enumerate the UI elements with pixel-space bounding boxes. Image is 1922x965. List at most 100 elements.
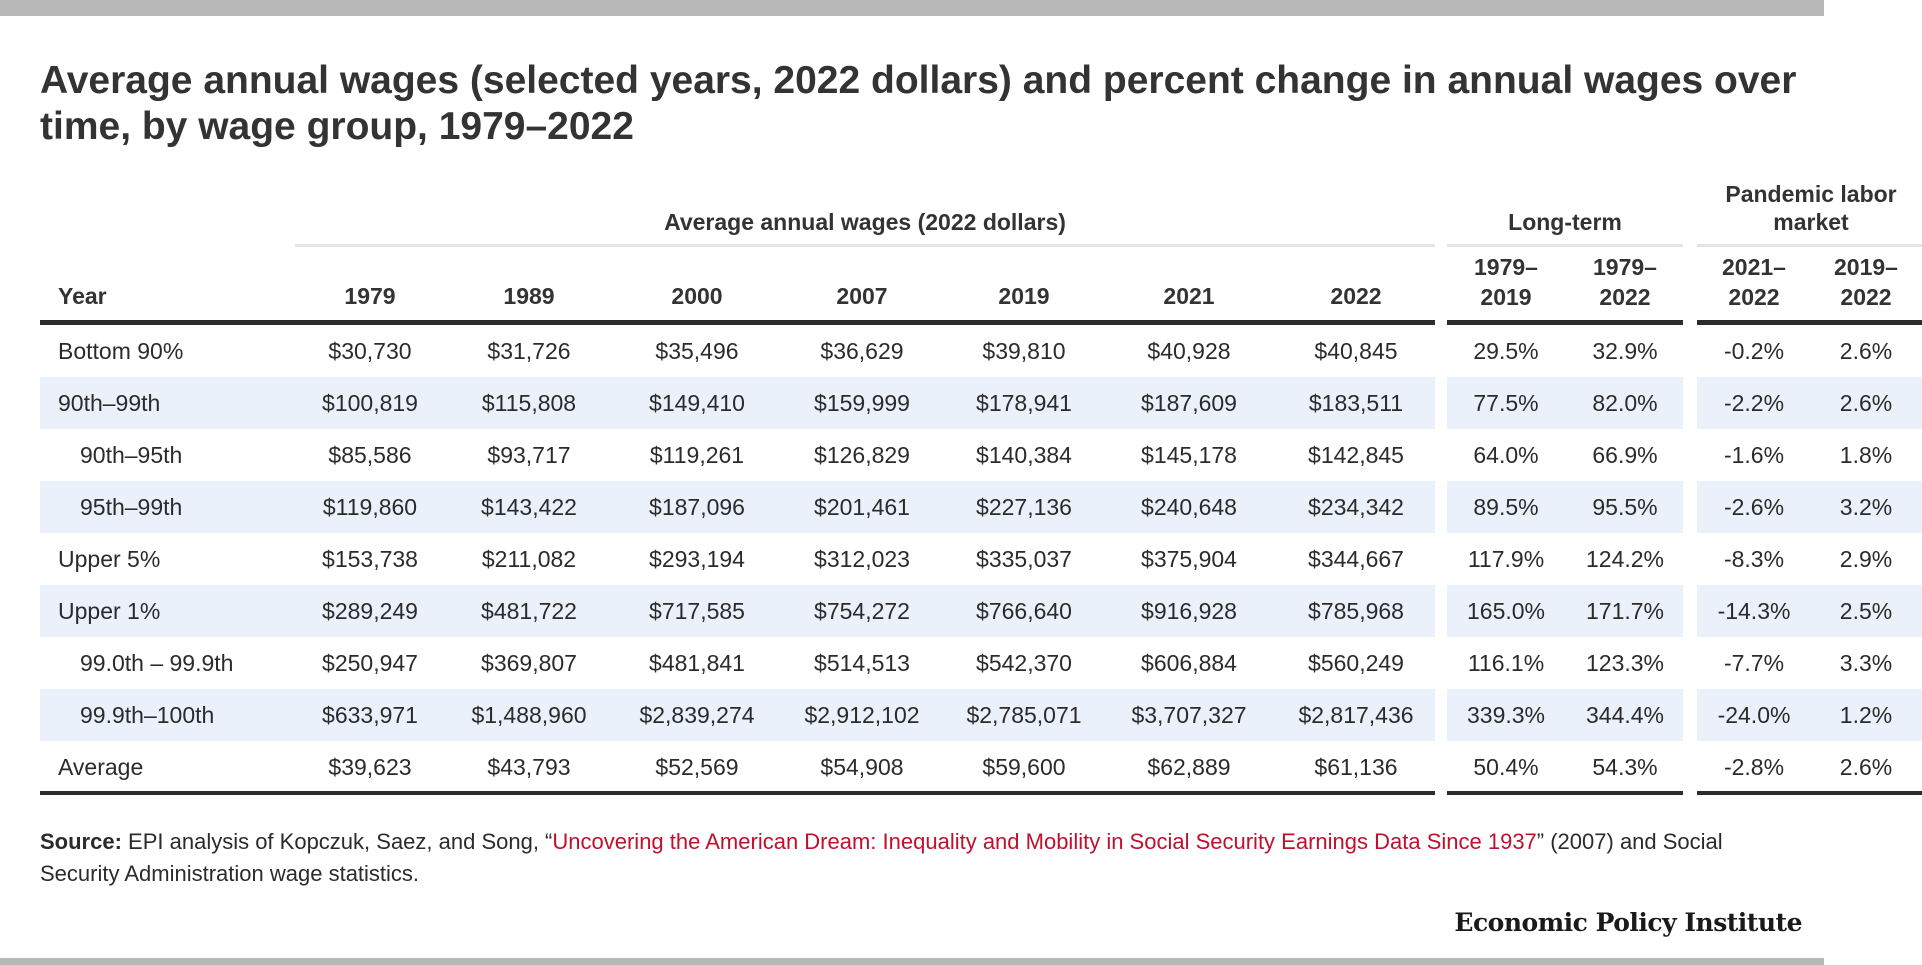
wage-cell: $2,785,071: [966, 702, 1082, 728]
wage-cell: $153,738: [322, 546, 418, 572]
pandemic-cell: -0.2%: [1723, 338, 1785, 364]
wage-cell: $85,586: [328, 442, 412, 468]
wage-cell: $39,810: [982, 338, 1066, 364]
row-label: Average: [58, 754, 144, 780]
top-border-bar: [0, 0, 1824, 16]
row-band: [1447, 481, 1683, 533]
pandemic-cell: -14.3%: [1717, 598, 1791, 624]
row-label: 95th–99th: [80, 494, 183, 520]
column-header-2007: 2007: [836, 283, 888, 309]
row-label: 90th–95th: [80, 442, 183, 468]
pandemic-cell: 3.3%: [1839, 650, 1893, 676]
table-row: 99.0th – 99.9th $250,947 $369,807 $481,841 $…: [40, 637, 1922, 689]
wage-cell: $481,841: [649, 650, 745, 676]
longterm-cell: 50.4%: [1473, 754, 1539, 780]
row-band: [40, 377, 1435, 429]
pandemic-cell: -2.8%: [1723, 754, 1785, 780]
column-header-year: Year: [58, 283, 107, 309]
wage-cell: $312,023: [814, 546, 910, 572]
wage-cell: $375,904: [1141, 546, 1237, 572]
row-label: Upper 1%: [58, 598, 161, 624]
wage-cell: $717,585: [649, 598, 745, 624]
wage-cell: $159,999: [814, 390, 910, 416]
row-label: Bottom 90%: [58, 338, 184, 364]
wage-cell: $187,096: [649, 494, 745, 520]
wage-cell: $30,730: [328, 338, 412, 364]
wage-cell: $178,941: [976, 390, 1072, 416]
source-link[interactable]: Uncovering the American Dream: Inequalit…: [552, 829, 1537, 854]
column-header-1979: 1979: [344, 283, 396, 309]
source-note: Source: EPI analysis of Kopczuk, Saez, a…: [40, 826, 1770, 890]
wage-cell: $35,496: [655, 338, 739, 364]
group-rule-pandemic: [1697, 244, 1922, 247]
wage-cell: $93,717: [487, 442, 571, 468]
longterm-cell: 64.0%: [1473, 442, 1539, 468]
wage-cell: $250,947: [322, 650, 418, 676]
wage-cell: $369,807: [481, 650, 577, 676]
wage-cell: $40,845: [1314, 338, 1398, 364]
row-band: [1447, 689, 1683, 741]
wage-cell: $119,261: [649, 442, 745, 468]
table-row: Bottom 90% $30,730 $31,726 $35,496 $36,629 $3…: [40, 325, 1922, 377]
row-band: [1447, 377, 1683, 429]
row-band: [1447, 585, 1683, 637]
pandemic-cell: 3.2%: [1839, 494, 1893, 520]
wage-cell: $183,511: [1308, 390, 1404, 416]
pandemic-cell: -7.7%: [1723, 650, 1785, 676]
wage-cell: $514,513: [814, 650, 910, 676]
source-text-pre: EPI analysis of Kopczuk, Saez, and Song,…: [121, 829, 553, 854]
row-band: [40, 585, 1435, 637]
longterm-cell: 77.5%: [1473, 390, 1539, 416]
wage-cell: $100,819: [322, 390, 418, 416]
row-band: [1697, 585, 1922, 637]
longterm-cell: 54.3%: [1592, 754, 1658, 780]
wage-cell: $201,461: [814, 494, 910, 520]
pandemic-cell: -2.6%: [1723, 494, 1785, 520]
wage-cell: $916,928: [1141, 598, 1237, 624]
wage-cell: $3,707,327: [1131, 702, 1247, 728]
wage-cell: $40,928: [1147, 338, 1231, 364]
wage-cell: $234,342: [1308, 494, 1404, 520]
wage-cell: $39,623: [328, 754, 412, 780]
wage-cell: $31,726: [487, 338, 571, 364]
wage-cell: $293,194: [649, 546, 745, 572]
column-header-2019: 2019: [998, 283, 1050, 309]
header-rule-longterm: [1447, 320, 1683, 325]
pandemic-cell: -2.2%: [1723, 390, 1785, 416]
wage-cell: $62,889: [1147, 754, 1231, 780]
longterm-cell: 82.0%: [1592, 390, 1658, 416]
wage-cell: $140,384: [976, 442, 1072, 468]
pandemic-cell: 1.2%: [1839, 702, 1893, 728]
footer-rule-wages: [40, 791, 1435, 795]
header-rule-wages: [40, 320, 1435, 325]
pandemic-cell: 1.8%: [1839, 442, 1893, 468]
wage-cell: $52,569: [655, 754, 739, 780]
row-band: [1697, 481, 1922, 533]
wage-cell: $211,082: [481, 546, 577, 572]
group-header-pandemic: Pandemic labor market: [1725, 181, 1897, 235]
column-header-1989: 1989: [503, 283, 555, 309]
wage-cell: $61,136: [1314, 754, 1398, 780]
wage-cell: $2,817,436: [1298, 702, 1414, 728]
wage-cell: $145,178: [1141, 442, 1237, 468]
wage-cell: $187,609: [1141, 390, 1237, 416]
pandemic-cell: -24.0%: [1717, 702, 1791, 728]
table-row: 90th–95th $85,586 $93,717 $119,261 $126,829 $…: [40, 429, 1922, 481]
longterm-cell: 344.4%: [1585, 702, 1664, 728]
wage-cell: $119,860: [322, 494, 418, 520]
pandemic-header-2019-2022: 2019– 2022: [1834, 254, 1898, 310]
wage-cell: $633,971: [322, 702, 418, 728]
wage-cell: $785,968: [1308, 598, 1404, 624]
group-rule-wages: [295, 244, 1435, 247]
longterm-header-1979-2019: 1979– 2019: [1474, 254, 1538, 310]
longterm-cell: 95.5%: [1592, 494, 1658, 520]
wage-cell: $335,037: [976, 546, 1072, 572]
wage-cell: $289,249: [322, 598, 418, 624]
longterm-cell: 117.9%: [1467, 546, 1545, 572]
table-body: Bottom 90% $30,730 $31,726 $35,496 $36,629 $3…: [40, 325, 1922, 793]
wage-cell: $149,410: [649, 390, 745, 416]
wage-cell: $606,884: [1141, 650, 1237, 676]
wage-cell: $542,370: [976, 650, 1072, 676]
longterm-cell: 29.5%: [1473, 338, 1539, 364]
longterm-cell: 339.3%: [1466, 702, 1545, 728]
